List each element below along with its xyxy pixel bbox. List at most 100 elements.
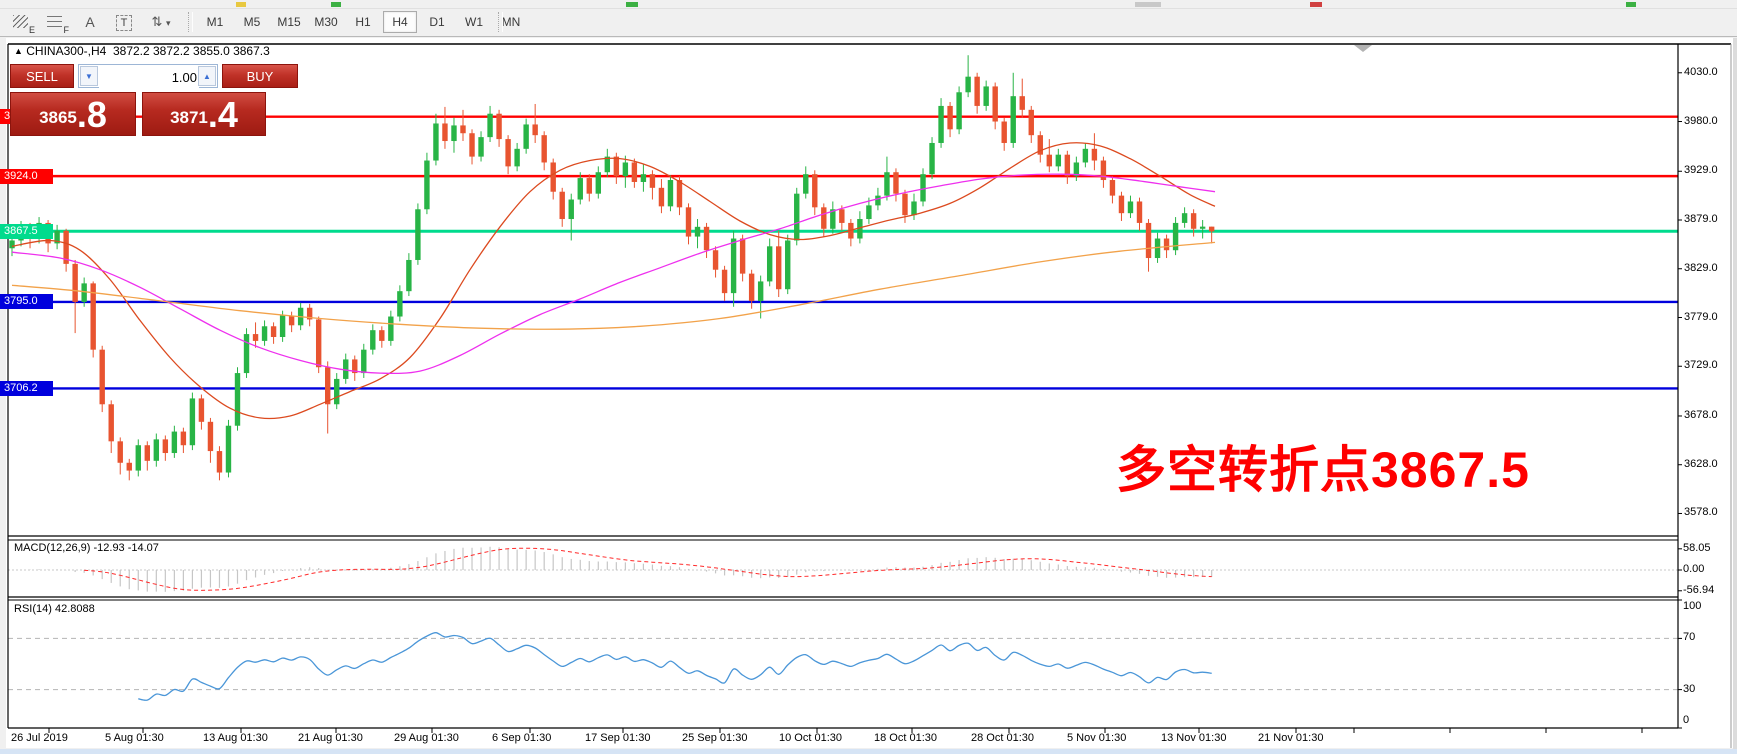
- candle-body: [505, 139, 511, 167]
- tf-button-W1[interactable]: W1: [465, 15, 483, 29]
- candle-body: [1109, 180, 1116, 196]
- candle: [667, 175, 674, 212]
- candle-body: [766, 246, 773, 282]
- candle-body: [72, 263, 78, 302]
- date-label: 21 Aug 01:30: [298, 732, 363, 744]
- rsi-value: 42.8088: [54, 603, 95, 615]
- sell-price-display[interactable]: 3865.8: [10, 92, 136, 136]
- tf-button-M5[interactable]: M5: [243, 15, 261, 29]
- candle-body: [1073, 162, 1080, 177]
- candle-body: [694, 226, 701, 237]
- text-box-icon[interactable]: T: [110, 11, 138, 33]
- price-tick-label: 3929.0: [1684, 164, 1718, 177]
- candle-body: [821, 207, 827, 229]
- date-label: 6 Sep 01:30: [492, 732, 552, 744]
- candle-body: [189, 398, 196, 446]
- candle: [379, 326, 385, 348]
- candle: [577, 172, 583, 205]
- equidistant-channel-icon[interactable]: E: [8, 11, 36, 35]
- candle: [649, 170, 656, 200]
- price-tick-label: 3879.0: [1684, 213, 1718, 225]
- macd-axis-label: 58.05: [1683, 541, 1711, 554]
- candle-body: [1163, 238, 1170, 251]
- candle-body: [703, 226, 710, 251]
- candle: [90, 281, 96, 358]
- tf-button-M15[interactable]: M15: [277, 15, 301, 29]
- candle: [1127, 195, 1134, 219]
- candle-body: [126, 462, 132, 471]
- candle-body: [162, 439, 169, 454]
- tf-button-D1[interactable]: D1: [429, 15, 445, 29]
- candle: [776, 230, 782, 298]
- candle-body: [270, 326, 277, 337]
- candle-body: [144, 445, 150, 461]
- candle: [433, 113, 439, 166]
- candle-body: [1082, 148, 1089, 163]
- tf-button-M1[interactable]: M1: [206, 15, 224, 29]
- candle: [983, 80, 989, 111]
- sell-button[interactable]: SELL: [10, 64, 74, 88]
- candle: [243, 328, 250, 378]
- candle: [1073, 156, 1080, 181]
- date-label: 25 Sep 01:30: [682, 732, 748, 744]
- candle: [586, 174, 592, 202]
- candle-body: [1127, 201, 1134, 214]
- candle: [721, 265, 728, 301]
- candle: [126, 458, 132, 481]
- chart-shift-marker[interactable]: [1354, 45, 1372, 52]
- candle-body: [379, 330, 385, 341]
- rsi-axis-label: 100: [1683, 600, 1702, 612]
- candle-body: [559, 191, 565, 220]
- candle: [505, 135, 511, 175]
- fibonacci-icon[interactable]: F: [42, 11, 70, 35]
- chevron-down-icon: ▾: [166, 18, 171, 28]
- tf-button-M30[interactable]: M30: [314, 15, 338, 29]
- tf-button-MN[interactable]: MN: [501, 15, 521, 29]
- candle: [514, 142, 520, 172]
- candle: [622, 155, 629, 188]
- volume-input[interactable]: [99, 66, 199, 88]
- date-label: 10 Oct 01:30: [779, 732, 842, 744]
- rsi-axis-label: 30: [1683, 682, 1696, 695]
- candle-body: [325, 367, 331, 405]
- candle: [1172, 217, 1179, 256]
- candle-body: [261, 326, 268, 341]
- candle: [1208, 226, 1215, 244]
- candle-body: [279, 315, 286, 337]
- candle: [171, 425, 178, 458]
- clipped-toolbar-icon: [1310, 2, 1322, 7]
- rsi-name: RSI(14): [14, 603, 52, 615]
- macd-axis-label: 0.00: [1683, 563, 1705, 575]
- volume-increase-button[interactable]: ▲: [198, 66, 216, 86]
- collapse-triangle-icon[interactable]: ▲: [14, 46, 23, 56]
- candle-body: [541, 135, 547, 163]
- tf-button-H4[interactable]: H4: [383, 11, 417, 33]
- cursor-tools-icon[interactable]: ⇅ ▾: [144, 11, 178, 33]
- price-tick-label: 4030.0: [1684, 65, 1718, 78]
- volume-decrease-button[interactable]: ▼: [80, 66, 98, 86]
- candle-body: [1091, 148, 1098, 161]
- candle: [965, 55, 971, 98]
- candle-body: [712, 250, 719, 270]
- date-label: 18 Oct 01:30: [874, 732, 937, 744]
- buy-price-display[interactable]: 3871.4: [142, 92, 266, 136]
- tf-button-H1[interactable]: H1: [355, 15, 371, 29]
- candle-body: [857, 219, 863, 239]
- candle-body: [1208, 226, 1215, 232]
- candle: [397, 285, 403, 322]
- candle-body: [604, 156, 611, 173]
- date-label: 13 Nov 01:30: [1161, 732, 1227, 744]
- buy-price-int: 3871: [170, 108, 208, 127]
- candle: [117, 437, 123, 475]
- candle: [180, 427, 187, 454]
- date-label: 17 Sep 01:30: [585, 732, 651, 744]
- price-tick-label: 3678.0: [1684, 408, 1718, 421]
- candle-body: [586, 178, 592, 194]
- candle: [252, 322, 259, 348]
- buy-button[interactable]: BUY: [222, 64, 298, 88]
- volume-spinner: ▼ ▲: [78, 64, 218, 88]
- candle-body: [776, 246, 782, 290]
- candle-body: [812, 174, 818, 208]
- text-label-icon[interactable]: A: [76, 11, 104, 33]
- candle-body: [1001, 121, 1007, 143]
